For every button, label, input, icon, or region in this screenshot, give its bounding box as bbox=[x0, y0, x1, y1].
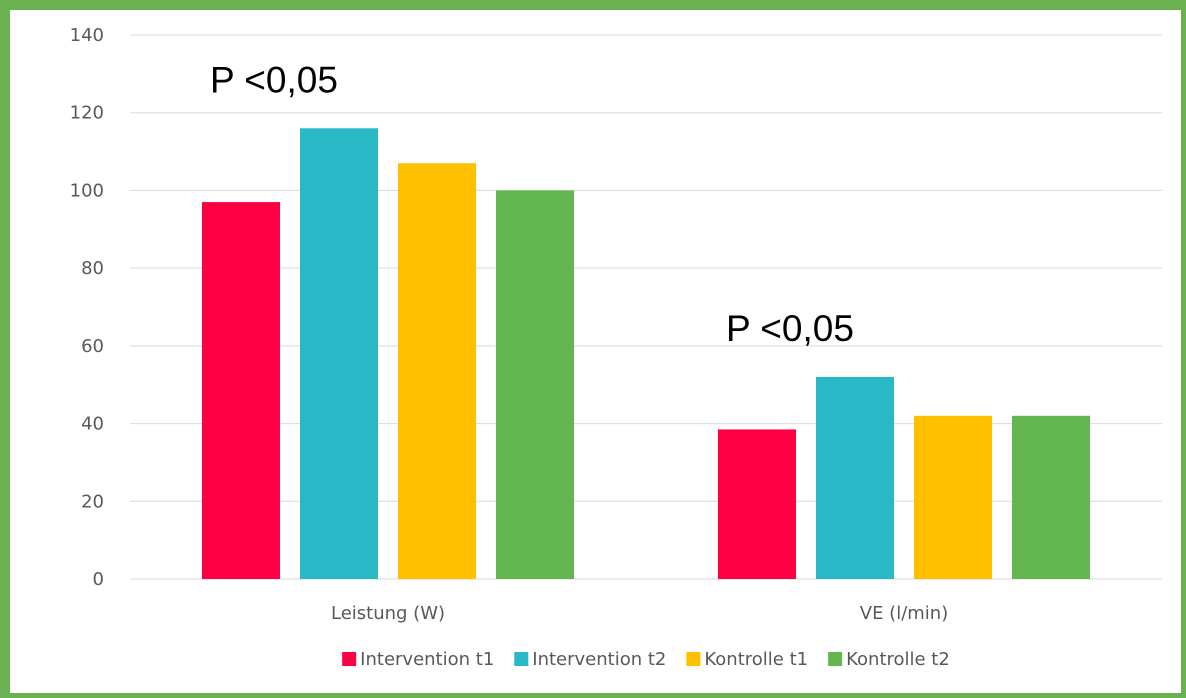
bar bbox=[398, 163, 476, 579]
y-tick-label: 20 bbox=[81, 491, 104, 512]
y-tick-label: 40 bbox=[81, 414, 104, 435]
gridlines bbox=[130, 34, 1162, 580]
bar bbox=[914, 415, 992, 579]
category-labels: Leistung (W) VE (l/min) bbox=[331, 603, 948, 624]
y-tick-label: 0 bbox=[93, 569, 104, 590]
legend-swatch bbox=[828, 652, 843, 666]
legend-label: Kontrolle t1 bbox=[704, 649, 808, 670]
y-tick-label: 140 bbox=[70, 25, 104, 46]
legend-item: Kontrolle t2 bbox=[828, 649, 950, 670]
significance-annotation: P <0,05 bbox=[210, 59, 338, 100]
legend-label: Intervention t2 bbox=[532, 649, 666, 670]
y-tick-label: 80 bbox=[81, 258, 104, 279]
bar bbox=[1012, 415, 1090, 579]
legend-item: Intervention t2 bbox=[514, 649, 666, 670]
bar bbox=[202, 202, 280, 580]
legend-swatch bbox=[514, 652, 529, 666]
bar bbox=[496, 190, 574, 579]
x-category-label: VE (l/min) bbox=[860, 603, 948, 624]
bars bbox=[202, 128, 1090, 580]
legend-swatch bbox=[686, 652, 701, 666]
legend: Intervention t1 Intervention t2 Kontrolle … bbox=[342, 649, 950, 670]
legend-label: Kontrolle t2 bbox=[846, 649, 950, 670]
significance-annotation: P <0,05 bbox=[726, 308, 854, 349]
bar bbox=[300, 128, 378, 579]
y-tick-label: 120 bbox=[70, 103, 104, 124]
bar bbox=[816, 376, 894, 579]
legend-item: Kontrolle t1 bbox=[686, 649, 808, 670]
legend-item: Intervention t1 bbox=[342, 649, 494, 670]
x-category-label: Leistung (W) bbox=[331, 603, 445, 624]
legend-swatch bbox=[342, 652, 357, 666]
y-axis-ticks: 0 20 40 60 80 100 120 140 bbox=[70, 25, 104, 590]
bar bbox=[718, 429, 796, 579]
annotations: P <0,05 P <0,05 bbox=[210, 59, 854, 349]
y-tick-label: 100 bbox=[70, 180, 104, 201]
legend-label: Intervention t1 bbox=[360, 649, 494, 670]
y-tick-label: 60 bbox=[81, 336, 104, 357]
